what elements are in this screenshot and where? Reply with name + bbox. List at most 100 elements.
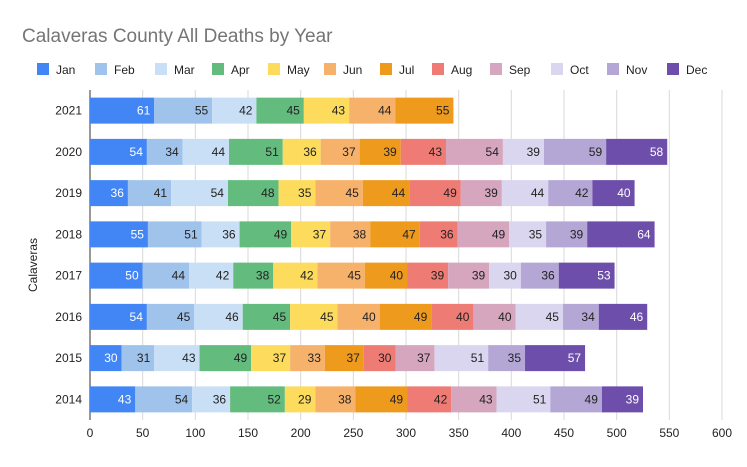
bar-2019-dec [592, 180, 635, 207]
bar-2020-may [282, 138, 321, 165]
bar-2020-dec [606, 138, 668, 165]
data-label: 34 [165, 145, 179, 159]
data-label: 43 [182, 351, 196, 365]
bar-2018-mar [201, 221, 240, 248]
bar-2018-jun [330, 221, 371, 248]
data-label: 51 [533, 392, 547, 406]
legend-label-nov: Nov [626, 63, 647, 77]
data-label: 49 [414, 310, 428, 324]
data-label: 40 [362, 310, 376, 324]
legend-label-aug: Aug [451, 63, 472, 77]
y-tick-labels: 2021 2020 2019 2018 2017 2016 2015 2014 [55, 104, 82, 407]
bar-2016-jan [90, 303, 147, 330]
bar-2018-apr [239, 221, 292, 248]
bar-2018-may [291, 221, 331, 248]
data-label: 30 [503, 269, 517, 283]
data-label: 55 [195, 104, 209, 118]
bar-2016-jun [337, 303, 380, 330]
bar-2015-nov [488, 345, 526, 372]
data-label: 61 [137, 104, 151, 118]
bar-2020-mar [182, 138, 230, 165]
x-tick-label: 600 [712, 426, 732, 440]
bar-2015-mar [154, 345, 200, 372]
bar-2020-nov [543, 138, 607, 165]
data-label: 45 [348, 269, 362, 283]
x-tick-label: 400 [501, 426, 521, 440]
data-label: 53 [597, 269, 611, 283]
data-label: 45 [177, 310, 191, 324]
legend-swatch-mar [155, 63, 167, 75]
data-label: 36 [111, 186, 125, 200]
bar-2018-jul [370, 221, 420, 248]
data-label: 57 [568, 351, 582, 365]
bar-2017-apr [233, 262, 274, 289]
data-label: 50 [125, 269, 139, 283]
x-tick-labels: 0 50 100 150 200 250 300 350 400 450 500 550 600 [87, 426, 733, 440]
x-tick-label: 350 [449, 426, 469, 440]
legend-swatch-sep [490, 63, 502, 75]
data-label: 40 [617, 186, 631, 200]
bar-2019-jan [90, 180, 128, 207]
data-label: 45 [345, 186, 359, 200]
bar-2016-may [290, 303, 338, 330]
bar-2017-may [273, 262, 318, 289]
data-label: 49 [492, 227, 506, 241]
data-label: 39 [472, 269, 486, 283]
bar-2015-jan [90, 345, 122, 372]
data-label: 37 [313, 227, 327, 241]
x-tick-label: 300 [396, 426, 416, 440]
y-tick-label: 2017 [55, 269, 82, 283]
data-label: 44 [172, 269, 186, 283]
bar-2019-apr [227, 180, 279, 207]
data-label: 49 [274, 227, 288, 241]
data-label: 30 [378, 351, 392, 365]
legend-swatch-jul [380, 63, 392, 75]
data-label: 42 [575, 186, 589, 200]
data-label: 47 [402, 227, 416, 241]
data-label: 40 [390, 269, 404, 283]
data-label: 43 [479, 392, 493, 406]
bar-labels: 61 55 42 45 43 44 55 54 34 44 51 36 37 39 43 54 39 59 58 36… [104, 104, 663, 407]
legend-label-may: May [287, 63, 310, 77]
legend: Jan Feb Mar Apr May Jun Jul Aug Sep Oct Nov Dec [37, 63, 707, 77]
bar-2021-feb [154, 97, 213, 124]
bar-2020-jun [320, 138, 360, 165]
x-tick-label: 50 [136, 426, 150, 440]
bar-2015-dec [525, 345, 586, 372]
data-label: 42 [239, 104, 253, 118]
bar-2016-oct [515, 303, 563, 330]
y-tick-label: 2019 [55, 186, 82, 200]
data-label: 39 [431, 269, 445, 283]
bar-2019-feb [127, 180, 172, 207]
bar-2017-nov [520, 262, 559, 289]
bar-2019-aug [409, 180, 461, 207]
bar-2016-dec [598, 303, 648, 330]
data-label: 30 [104, 351, 118, 365]
data-label: 35 [529, 227, 543, 241]
legend-swatch-jun [324, 63, 336, 75]
data-label: 33 [308, 351, 322, 365]
data-label: 59 [589, 145, 603, 159]
data-label: 49 [390, 392, 404, 406]
y-tick-label: 2016 [55, 310, 82, 324]
legend-swatch-oct [551, 63, 563, 75]
y-tick-label: 2018 [55, 227, 82, 241]
data-label: 40 [498, 310, 512, 324]
data-label: 36 [213, 392, 227, 406]
bar-2021-jun [349, 97, 396, 124]
legend-label-dec: Dec [686, 63, 707, 77]
data-label: 37 [417, 351, 431, 365]
bar-2015-aug [363, 345, 396, 372]
data-label: 44 [531, 186, 545, 200]
data-label: 55 [131, 227, 145, 241]
data-label: 51 [184, 227, 198, 241]
data-label: 39 [484, 186, 498, 200]
legend-swatch-feb [95, 63, 107, 75]
bar-2014-may [284, 386, 316, 413]
data-label: 41 [154, 186, 168, 200]
x-tick-label: 200 [291, 426, 311, 440]
bar-2015-jul [324, 345, 364, 372]
data-label: 42 [434, 392, 448, 406]
data-label: 35 [298, 186, 312, 200]
bar-2014-mar [192, 386, 231, 413]
